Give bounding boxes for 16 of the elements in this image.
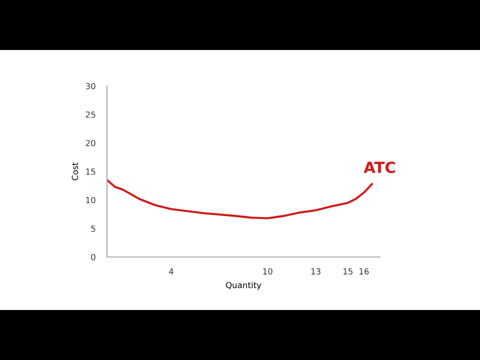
x-tick-label: 10 [263,268,272,275]
y-tick-label: 5 [91,226,96,232]
y-tick-label: 10 [86,196,96,204]
x-tick-label: 13 [311,268,320,275]
y-tick-label: 0 [91,254,96,260]
annotation: ATC [364,162,395,174]
y-tick-label: 15 [86,168,96,175]
x-axis-title: Quantity [226,282,262,290]
y-tick-label: 30 [86,82,96,90]
y-tick-label: 20 [86,140,96,146]
x-tick-label: 16 [360,268,369,275]
x-tick-label: 4 [168,268,174,274]
y-axis-title: Cost [72,162,78,180]
y-tick-label: 25 [86,111,96,118]
line-series [107,179,374,220]
x-tick-label: 15 [343,268,352,275]
